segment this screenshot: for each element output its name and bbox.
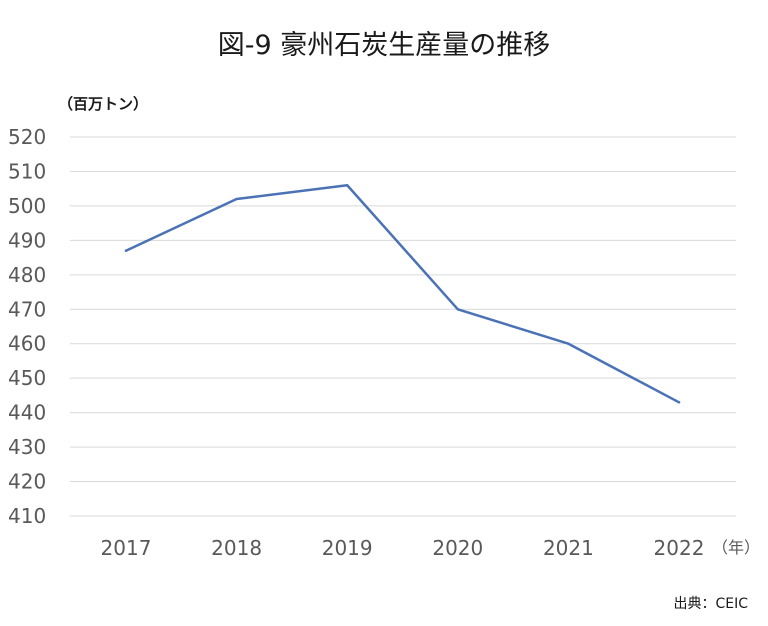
x-tick-label: 2019 (322, 536, 373, 560)
y-tick-label: 420 (8, 470, 46, 494)
x-tick-label: 2021 (543, 536, 594, 560)
y-tick-label: 460 (8, 332, 46, 356)
y-axis-ticks: 520 510 500 490 480 470 460 450 440 430 420 410 (8, 125, 46, 528)
y-axis-unit: （百万トン） (58, 95, 148, 113)
data-point (235, 197, 238, 201)
y-tick-label: 440 (8, 401, 46, 425)
y-tick-label: 450 (8, 366, 46, 390)
data-point (677, 401, 681, 404)
y-tick-label: 470 (8, 297, 46, 321)
data-point (346, 184, 349, 187)
x-tick-label: 2020 (432, 536, 483, 560)
x-tick-label: 2017 (101, 536, 152, 560)
source-note: 出典：CEIC (673, 596, 748, 612)
data-point (124, 249, 128, 252)
x-tick-label: 2022 (654, 536, 705, 560)
y-tick-label: 410 (8, 504, 46, 528)
data-point (567, 342, 570, 345)
x-axis-ticks: 2017 2018 2019 2020 2021 2022 (101, 536, 705, 560)
x-axis-unit: （年） (712, 538, 760, 557)
gridlines (70, 136, 736, 517)
y-tick-label: 510 (8, 159, 46, 183)
data-point (456, 308, 459, 311)
y-tick-label: 480 (8, 263, 46, 287)
y-tick-label: 520 (8, 125, 46, 149)
series-line (124, 183, 681, 404)
chart-title: 図-9 豪州石炭生産量の推移 (218, 30, 551, 61)
x-tick-label: 2018 (211, 536, 262, 560)
y-tick-label: 430 (8, 435, 46, 459)
series-layer (124, 183, 681, 404)
y-tick-label: 490 (8, 228, 46, 252)
y-tick-label: 500 (8, 194, 46, 218)
